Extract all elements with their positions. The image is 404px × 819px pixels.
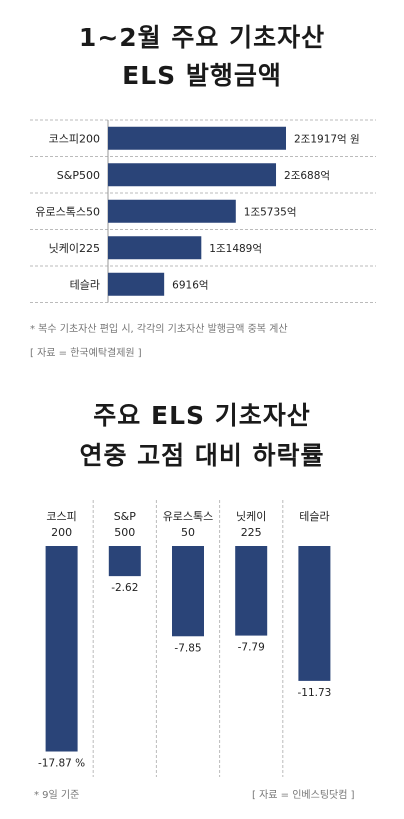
chart1-footnote: * 복수 기초자산 편입 시, 각각의 기초자산 발행금액 중복 계산 — [30, 324, 288, 335]
value-label: -7.79 — [238, 642, 265, 654]
category-label: S&P — [114, 510, 137, 523]
bar — [108, 546, 141, 577]
value-label: -17.87 % — [38, 758, 85, 770]
bar — [108, 272, 165, 296]
chart1-title-line2: ELS 발행금액 — [122, 61, 282, 90]
category-label: 50 — [181, 526, 195, 539]
category-label: 500 — [114, 526, 135, 539]
category-label: S&P500 — [57, 169, 100, 182]
chart2-source: [ 자료 = 인베스팅닷컴 ] — [252, 790, 355, 801]
bar — [172, 546, 204, 637]
value-label: -11.73 — [297, 687, 331, 699]
bar — [235, 546, 268, 636]
decline-rate-bar-chart: 코스피 200 -17.87 % S&P 500 -2.62 유로스톡스 50 -7.85 닛케이… — [38, 500, 331, 777]
category-label: 코스피200 — [49, 132, 100, 145]
value-label: -7.85 — [174, 642, 201, 654]
chart2-title-line1: 주요 ELS 기초자산 — [93, 401, 311, 430]
chart1-title-line1: 1~2월 주요 기초자산 — [78, 23, 326, 52]
category-label: 테슬라 — [299, 510, 329, 523]
bar — [298, 546, 331, 681]
bar — [108, 163, 277, 187]
category-label: 225 — [241, 526, 262, 539]
category-label: 유로스톡스50 — [35, 205, 100, 218]
category-label: 테슬라 — [70, 278, 100, 291]
chart1-source: [ 자료 = 한국예탁결제원 ] — [30, 348, 142, 359]
value-label: 1조1489억 — [209, 243, 262, 255]
value-label: 2조1917억 원 — [294, 133, 360, 145]
value-label: 2조688억 — [284, 170, 330, 182]
chart2-footnote: * 9일 기준 — [34, 790, 80, 801]
bar — [108, 236, 202, 260]
category-label: 닛케이225 — [49, 242, 100, 255]
bar — [108, 199, 236, 223]
bar — [108, 126, 286, 150]
category-label: 200 — [51, 526, 72, 539]
value-label: -2.62 — [111, 582, 138, 594]
value-label: 1조5735억 — [244, 206, 297, 218]
bar — [45, 546, 78, 752]
category-label: 닛케이 — [236, 510, 266, 523]
category-label: 유로스톡스 — [163, 510, 214, 523]
value-label: 6916억 — [172, 279, 208, 291]
chart2-title-line2: 연중 고점 대비 하락률 — [79, 441, 325, 470]
category-label: 코스피 — [46, 510, 76, 523]
